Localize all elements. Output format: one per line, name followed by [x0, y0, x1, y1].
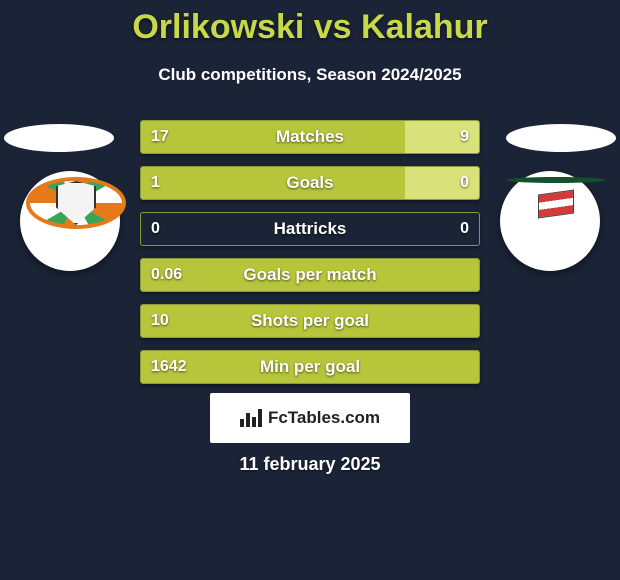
player-right-ellipse: [506, 124, 616, 152]
stat-label: Min per goal: [260, 357, 360, 377]
stat-row: 1642 Min per goal: [140, 350, 480, 384]
brand-logo: FcTables.com: [210, 393, 410, 443]
stat-value-left: 0.06: [151, 266, 182, 284]
stat-label: Hattricks: [274, 219, 347, 239]
stat-row: 0.06 Goals per match: [140, 258, 480, 292]
brand-text: FcTables.com: [268, 408, 380, 428]
chart-icon: [240, 409, 262, 427]
stat-label: Goals per match: [243, 265, 376, 285]
stat-value-left: 1642: [151, 358, 187, 376]
stat-bar-left: [141, 167, 405, 199]
stat-value-right: 0: [460, 220, 469, 238]
stat-value-left: 1: [151, 174, 160, 192]
date-text: 11 february 2025: [239, 454, 380, 475]
stat-label: Shots per goal: [251, 311, 369, 331]
stat-row: 1 Goals 0: [140, 166, 480, 200]
stat-label: Matches: [276, 127, 344, 147]
club-logo-right: [500, 171, 600, 271]
stat-row: 17 Matches 9: [140, 120, 480, 154]
stat-label: Goals: [286, 173, 333, 193]
page-subtitle: Club competitions, Season 2024/2025: [0, 65, 620, 85]
club-logo-left: [20, 171, 120, 271]
stat-value-left: 0: [151, 220, 160, 238]
player-left-ellipse: [4, 124, 114, 152]
stats-container: 17 Matches 9 1 Goals 0 0 Hattricks 0 0.06 Goals pe…: [140, 120, 480, 384]
club-shield-icon: [56, 181, 96, 225]
club-flag-icon: [538, 189, 574, 218]
stat-value-left: 10: [151, 312, 169, 330]
stat-value-right: 0: [460, 174, 469, 192]
stat-value-right: 9: [460, 128, 469, 146]
stat-row: 0 Hattricks 0: [140, 212, 480, 246]
page-title: Orlikowski vs Kalahur: [0, 0, 620, 47]
stat-value-left: 17: [151, 128, 169, 146]
stat-row: 10 Shots per goal: [140, 304, 480, 338]
stat-bar-left: [141, 121, 405, 153]
